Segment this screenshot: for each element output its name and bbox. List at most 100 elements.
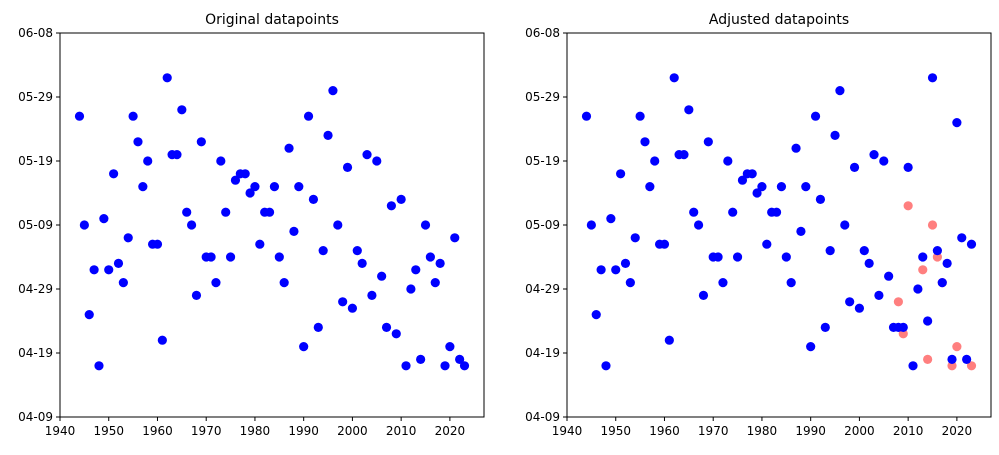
- chart-title: Adjusted datapoints: [709, 12, 849, 28]
- x-tick-label: 1950: [600, 424, 631, 438]
- data-point: [898, 329, 908, 339]
- data-point: [445, 342, 455, 352]
- data-point: [401, 361, 411, 371]
- data-point: [274, 252, 284, 262]
- data-point: [952, 342, 962, 352]
- data-point: [269, 182, 280, 192]
- y-tick-label: 05-09: [525, 218, 560, 232]
- data-point: [616, 169, 626, 179]
- data-point: [74, 111, 85, 121]
- data-point: [620, 258, 631, 268]
- data-point: [245, 188, 255, 198]
- data-point: [381, 322, 392, 332]
- y-tick-label: 04-19: [18, 346, 53, 360]
- x-tick-label: 1980: [747, 424, 778, 438]
- data-point: [279, 278, 289, 288]
- data-point: [138, 182, 148, 192]
- x-tick-label: 2020: [435, 424, 466, 438]
- data-point: [859, 246, 869, 256]
- data-point: [177, 105, 187, 115]
- data-point: [308, 194, 319, 204]
- data-point: [386, 201, 397, 211]
- data-point: [152, 239, 163, 249]
- data-point: [718, 278, 728, 288]
- data-point: [118, 278, 128, 288]
- data-point: [186, 220, 197, 230]
- data-point: [99, 214, 109, 224]
- data-point: [728, 207, 738, 217]
- data-point: [377, 271, 387, 281]
- data-point: [854, 303, 865, 313]
- data-point: [313, 322, 323, 332]
- data-point: [338, 297, 348, 307]
- data-point: [240, 169, 250, 179]
- data-point: [328, 86, 338, 96]
- data-point: [104, 265, 114, 275]
- x-tick-label: 2000: [844, 424, 875, 438]
- data-point: [918, 265, 928, 275]
- data-point: [206, 252, 216, 262]
- data-point: [893, 297, 904, 307]
- chart-adjusted: Adjusted datapoints 1940 1950 1960 1970 1980 1…: [525, 12, 992, 438]
- data-point: [230, 175, 241, 185]
- data-point: [133, 137, 143, 147]
- chart-original: Original datapoints 1940 1950 1960 1970 1980 1…: [18, 12, 485, 438]
- data-point: [225, 252, 236, 262]
- data-point: [94, 361, 104, 371]
- data-point: [762, 239, 772, 249]
- data-point: [820, 322, 830, 332]
- x-tick-label: 1960: [649, 424, 680, 438]
- plot-frame: [566, 32, 992, 418]
- data-point: [737, 175, 748, 185]
- data-point: [216, 156, 226, 166]
- data-point: [684, 105, 694, 115]
- data-point: [347, 303, 358, 313]
- data-point: [874, 290, 884, 300]
- data-point: [430, 278, 440, 288]
- data-point: [864, 258, 874, 268]
- data-point: [128, 111, 138, 121]
- x-tick-label: 1980: [240, 424, 271, 438]
- data-point: [196, 137, 206, 147]
- data-point: [932, 246, 942, 256]
- data-point: [957, 233, 967, 243]
- data-point: [942, 258, 952, 268]
- data-point: [372, 156, 382, 166]
- y-tick-label: 06-08: [18, 26, 53, 40]
- data-point: [884, 271, 894, 281]
- data-point: [659, 239, 670, 249]
- data-point: [221, 207, 231, 217]
- data-point: [342, 162, 353, 172]
- data-point: [898, 322, 908, 332]
- data-point: [825, 246, 835, 256]
- data-point: [89, 265, 99, 275]
- data-point: [79, 220, 89, 230]
- data-point: [923, 354, 933, 364]
- data-point: [406, 284, 416, 294]
- x-tick-label: 1970: [698, 424, 729, 438]
- data-point: [157, 335, 167, 345]
- data-point: [752, 188, 762, 198]
- data-point: [416, 354, 426, 364]
- data-point: [303, 111, 314, 121]
- data-point: [869, 150, 879, 160]
- data-point: [459, 361, 470, 371]
- data-point: [191, 290, 202, 300]
- data-point: [123, 233, 133, 243]
- data-point: [703, 137, 713, 147]
- x-tick-label: 1960: [142, 424, 173, 438]
- data-point: [650, 156, 660, 166]
- data-point: [645, 182, 655, 192]
- data-point: [586, 220, 596, 230]
- data-point: [299, 342, 309, 352]
- data-point: [923, 316, 933, 326]
- data-point: [918, 252, 928, 262]
- data-point: [109, 169, 119, 179]
- x-tick-label: 2020: [942, 424, 973, 438]
- data-point: [932, 252, 942, 262]
- series-1: [581, 73, 977, 371]
- data-point: [732, 252, 743, 262]
- data-point: [630, 233, 640, 243]
- data-point: [679, 150, 689, 160]
